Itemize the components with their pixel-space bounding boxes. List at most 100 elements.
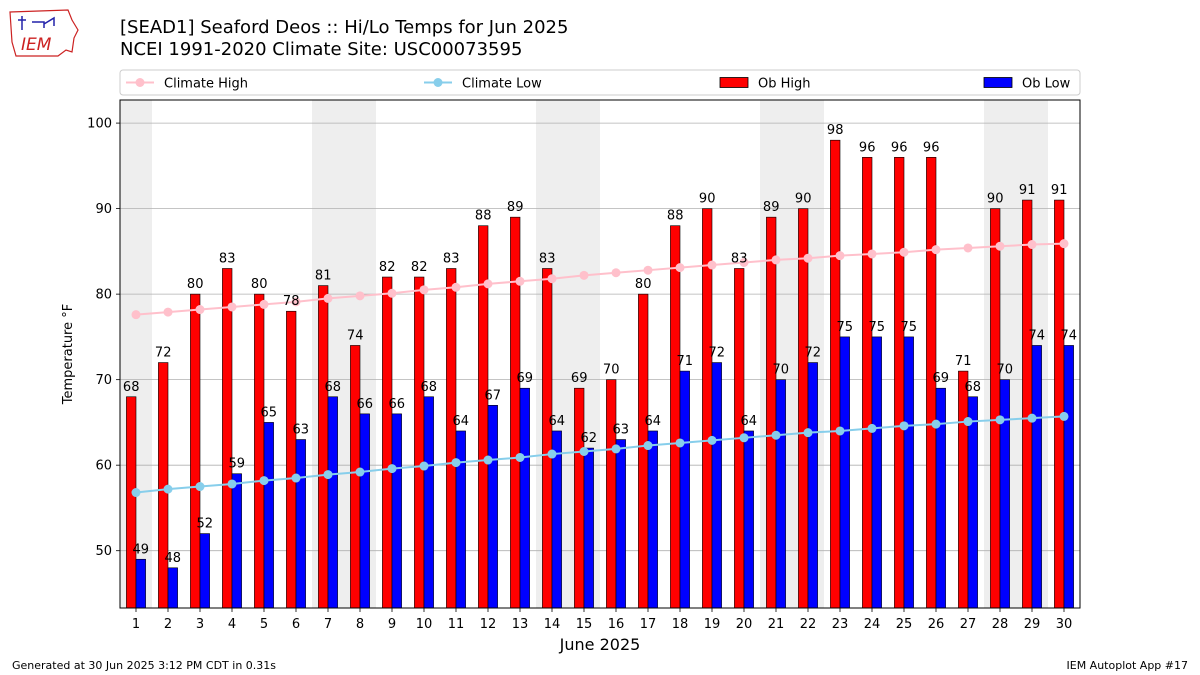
x-tick-label: 29: [1024, 617, 1041, 632]
bar-ob-high: [542, 268, 553, 609]
x-tick-label: 23: [832, 617, 849, 632]
bar-ob-high: [830, 139, 841, 609]
y-tick-label: 80: [95, 288, 112, 303]
x-tick-label: 7: [324, 617, 332, 632]
data-label-ob-low: 75: [837, 320, 854, 335]
data-label-ob-low: 68: [965, 380, 982, 395]
data-label-ob-high: 80: [635, 277, 652, 292]
y-tick-label: 70: [95, 373, 112, 388]
data-label-ob-high: 82: [379, 260, 396, 275]
data-label-ob-low: 70: [773, 363, 790, 378]
point-climate-low: [131, 488, 141, 498]
bar-ob-high: [574, 387, 585, 609]
x-tick-label: 12: [480, 617, 497, 632]
data-label-ob-high: 89: [507, 200, 524, 215]
point-climate-low: [803, 428, 813, 438]
point-climate-high: [227, 302, 237, 312]
y-axis-label: Temperature °F: [61, 304, 76, 405]
bar-ob-high: [638, 293, 649, 609]
bar-ob-low: [647, 430, 658, 609]
x-tick-label: 28: [992, 617, 1009, 632]
data-label-ob-low: 64: [549, 414, 566, 429]
point-climate-low: [835, 426, 845, 436]
bar-ob-high: [862, 156, 873, 609]
point-climate-high: [867, 249, 877, 259]
point-climate-high: [1059, 239, 1069, 249]
point-climate-high: [707, 260, 717, 270]
point-climate-low: [867, 423, 877, 433]
data-label-ob-low: 75: [901, 320, 918, 335]
point-climate-high: [643, 265, 653, 275]
bar-ob-low: [871, 336, 882, 609]
plot-frame: [119, 99, 1081, 609]
data-label-ob-low: 48: [165, 551, 182, 566]
point-climate-high: [611, 268, 621, 278]
bar-ob-low: [167, 567, 178, 609]
x-tick-label: 16: [608, 617, 625, 632]
point-climate-high: [835, 251, 845, 261]
data-label-ob-high: 82: [411, 260, 428, 275]
bar-ob-low: [391, 413, 402, 609]
x-tick-label: 11: [448, 617, 465, 632]
x-tick-label: 14: [544, 617, 561, 632]
point-climate-low: [387, 464, 397, 474]
x-tick-label: 26: [928, 617, 945, 632]
bar-ob-low: [903, 336, 914, 609]
point-climate-high: [675, 263, 685, 273]
point-climate-high: [963, 243, 973, 253]
x-tick-label: 25: [896, 617, 913, 632]
x-tick-label: 8: [356, 617, 364, 632]
iem-logo: IEM: [8, 6, 82, 60]
data-label-ob-high: 89: [763, 200, 780, 215]
point-climate-low: [515, 452, 525, 462]
x-tick-label: 20: [736, 617, 753, 632]
x-tick-label: 3: [196, 617, 204, 632]
bar-ob-low: [263, 422, 274, 609]
bar-ob-high: [894, 156, 905, 609]
y-tick-label: 60: [95, 459, 112, 474]
bar-ob-low: [967, 396, 978, 609]
data-label-ob-low: 72: [709, 346, 726, 361]
legend-label-ob-high: Ob High: [758, 77, 811, 92]
bar-ob-high: [318, 285, 329, 609]
bar-ob-high: [382, 276, 393, 609]
x-tick-label: 21: [768, 617, 785, 632]
bar-ob-low: [135, 558, 146, 609]
data-label-ob-low: 72: [805, 346, 822, 361]
point-climate-high: [995, 241, 1005, 251]
legend-label-climate-high: Climate High: [164, 77, 248, 92]
x-tick-label: 15: [576, 617, 593, 632]
point-climate-high: [547, 274, 557, 284]
x-tick-label: 17: [640, 617, 657, 632]
point-climate-high: [451, 282, 461, 292]
data-label-ob-high: 91: [1051, 183, 1068, 198]
data-label-ob-high: 91: [1019, 183, 1036, 198]
data-label-ob-low: 64: [645, 414, 662, 429]
point-climate-low: [1059, 411, 1069, 421]
point-climate-high: [739, 257, 749, 267]
data-label-ob-low: 74: [1061, 328, 1078, 343]
data-label-ob-high: 88: [667, 209, 684, 224]
bar-ob-high: [1022, 199, 1033, 609]
x-tick-label: 13: [512, 617, 529, 632]
data-label-ob-low: 71: [677, 354, 694, 369]
point-climate-low: [547, 449, 557, 459]
data-label-ob-high: 70: [603, 363, 620, 378]
bar-ob-low: [743, 430, 754, 609]
data-label-ob-low: 66: [357, 397, 374, 412]
y-tick-label: 50: [95, 544, 112, 559]
bar-ob-high: [126, 396, 137, 609]
legend-box: [119, 69, 1081, 96]
data-label-ob-low: 52: [197, 517, 214, 532]
bar-ob-low: [1063, 345, 1074, 609]
bar-ob-low: [295, 439, 306, 609]
bar-ob-low: [455, 430, 466, 609]
logo-text: IEM: [21, 35, 52, 55]
x-tick-label: 18: [672, 617, 689, 632]
x-tick-label: 9: [388, 617, 396, 632]
bar-ob-high: [446, 268, 457, 609]
point-climate-high: [579, 270, 589, 280]
data-label-ob-low: 68: [421, 380, 438, 395]
point-climate-high: [515, 276, 525, 286]
point-climate-low: [739, 433, 749, 443]
